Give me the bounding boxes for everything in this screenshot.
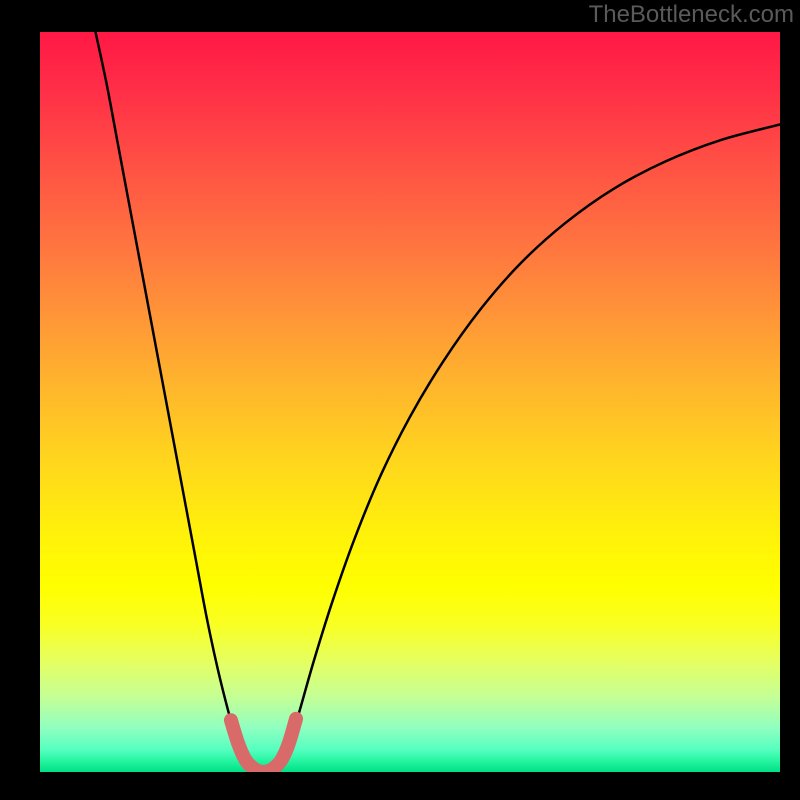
- bottleneck-chart-svg: [0, 0, 800, 800]
- plot-area: [40, 32, 780, 772]
- watermark-text: TheBottleneck.com: [589, 1, 794, 29]
- chart-stage: TheBottleneck.com: [0, 0, 800, 800]
